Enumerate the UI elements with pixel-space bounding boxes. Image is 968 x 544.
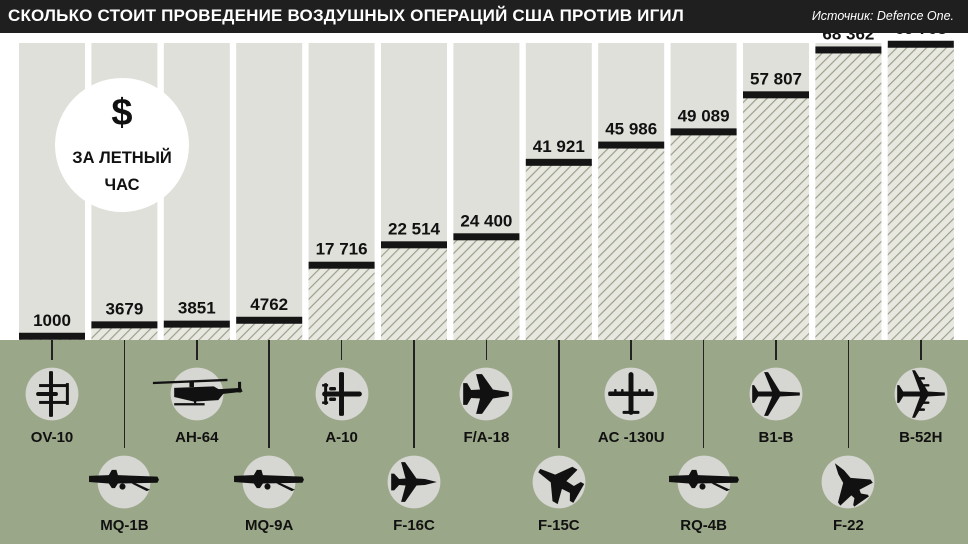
ac-130u-icon [604,367,658,421]
bar-background [163,43,230,340]
connector-line [847,340,850,448]
rq-4b-icon [668,455,739,509]
connector-line [196,340,198,360]
ah-64-icon [152,367,243,421]
header-bar: СКОЛЬКО СТОИТ ПРОВЕДЕНИЕ ВОЗДУШНЫХ ОПЕРА… [0,0,968,33]
connector-line [413,340,415,448]
connector-line [51,340,53,360]
aircraft-label: OV-10 [30,429,74,446]
data-label: 1000 [33,311,71,330]
aircraft-label: F-15C [537,517,580,534]
f-22-icon [819,451,879,513]
bar-value-cap [19,332,85,340]
bar-value-cap [887,40,954,48]
aircraft-label: MQ-9A [245,517,294,534]
bar-value-cap [598,141,665,149]
bar-value-cap [381,241,447,249]
bar-value-cap [670,128,737,136]
data-label: 45 986 [605,120,657,139]
connector-line [775,340,777,360]
f-15c-icon [529,453,589,511]
bar [670,131,737,340]
source-note: Источник: Defence One. [811,9,954,23]
data-label: 24 400 [460,211,512,230]
data-label: 3679 [105,299,143,318]
b-52h-icon [894,367,948,421]
mq-1b-icon [89,455,160,509]
data-label: 3851 [178,299,216,318]
bar-value-cap [525,158,592,166]
data-label: 41 921 [533,137,585,156]
data-label: 49 089 [678,106,730,125]
b1-b-icon [749,367,803,421]
connector-line [485,340,488,360]
dollar-icon: $ [111,92,133,134]
f-16c-icon [387,455,441,509]
bar [163,323,230,340]
aircraft-label: AC -130U [597,429,665,446]
aircraft-label: B-52H [899,429,943,446]
bar [743,94,809,340]
data-label: 69 708 [895,33,947,38]
bar-value-cap [236,316,303,324]
bar-value-cap [91,321,158,329]
a-10-icon [315,367,368,421]
bar [308,264,375,340]
fa-18-icon [459,367,513,421]
data-label: 17 716 [316,240,368,259]
connector-line [268,340,270,448]
aircraft-label: RQ-4B [680,517,727,534]
chart-title: СКОЛЬКО СТОИТ ПРОВЕДЕНИЕ ВОЗДУШНЫХ ОПЕРА… [8,6,684,25]
data-label: 68 362 [822,33,874,43]
bar [598,144,665,340]
aircraft-label: MQ-1B [100,517,149,534]
data-label: 4762 [250,295,288,314]
aircraft-label: B1-B [758,429,794,446]
data-label: 22 514 [388,219,441,238]
bar-value-cap [163,320,230,328]
aircraft-label: A-10 [325,429,358,446]
connector-line [340,340,343,360]
connector-line [558,340,560,448]
connector-line [702,340,705,448]
bar-background [236,43,303,340]
connector-line [123,340,126,448]
unit-label: ЗА ЛЕТНЫЙ ЧАС [72,149,172,194]
aircraft-label: F/A-18 [463,429,510,446]
bar [525,161,592,340]
bar [236,319,303,340]
connector-line [920,340,922,360]
bar-value-cap [453,233,520,241]
data-label: 57 807 [750,69,802,88]
bar [381,244,447,340]
unit-badge: $ ЗА ЛЕТНЫЙ ЧАС [55,78,189,212]
bar [815,49,882,340]
ov-10-icon [25,367,79,421]
bar-value-cap [743,91,809,99]
aircraft-label: AH-64 [175,429,219,446]
bar-value-cap [815,46,882,54]
bar-value-cap [308,261,375,269]
bar [453,236,520,340]
mq-9a-icon [234,455,305,509]
connector-line [630,340,632,360]
bar [887,43,954,340]
aircraft-label: F-22 [832,517,864,534]
aircraft-label: F-16C [393,517,435,534]
bar-chart: 1000 3679 3851 4762 17 716 22 514 24 400 41 921… [19,33,954,340]
aircraft-panel: OV-10 MQ-1B AH-64 MQ-9A A-10 F-16C F/A-18 F-15C… [0,340,968,544]
